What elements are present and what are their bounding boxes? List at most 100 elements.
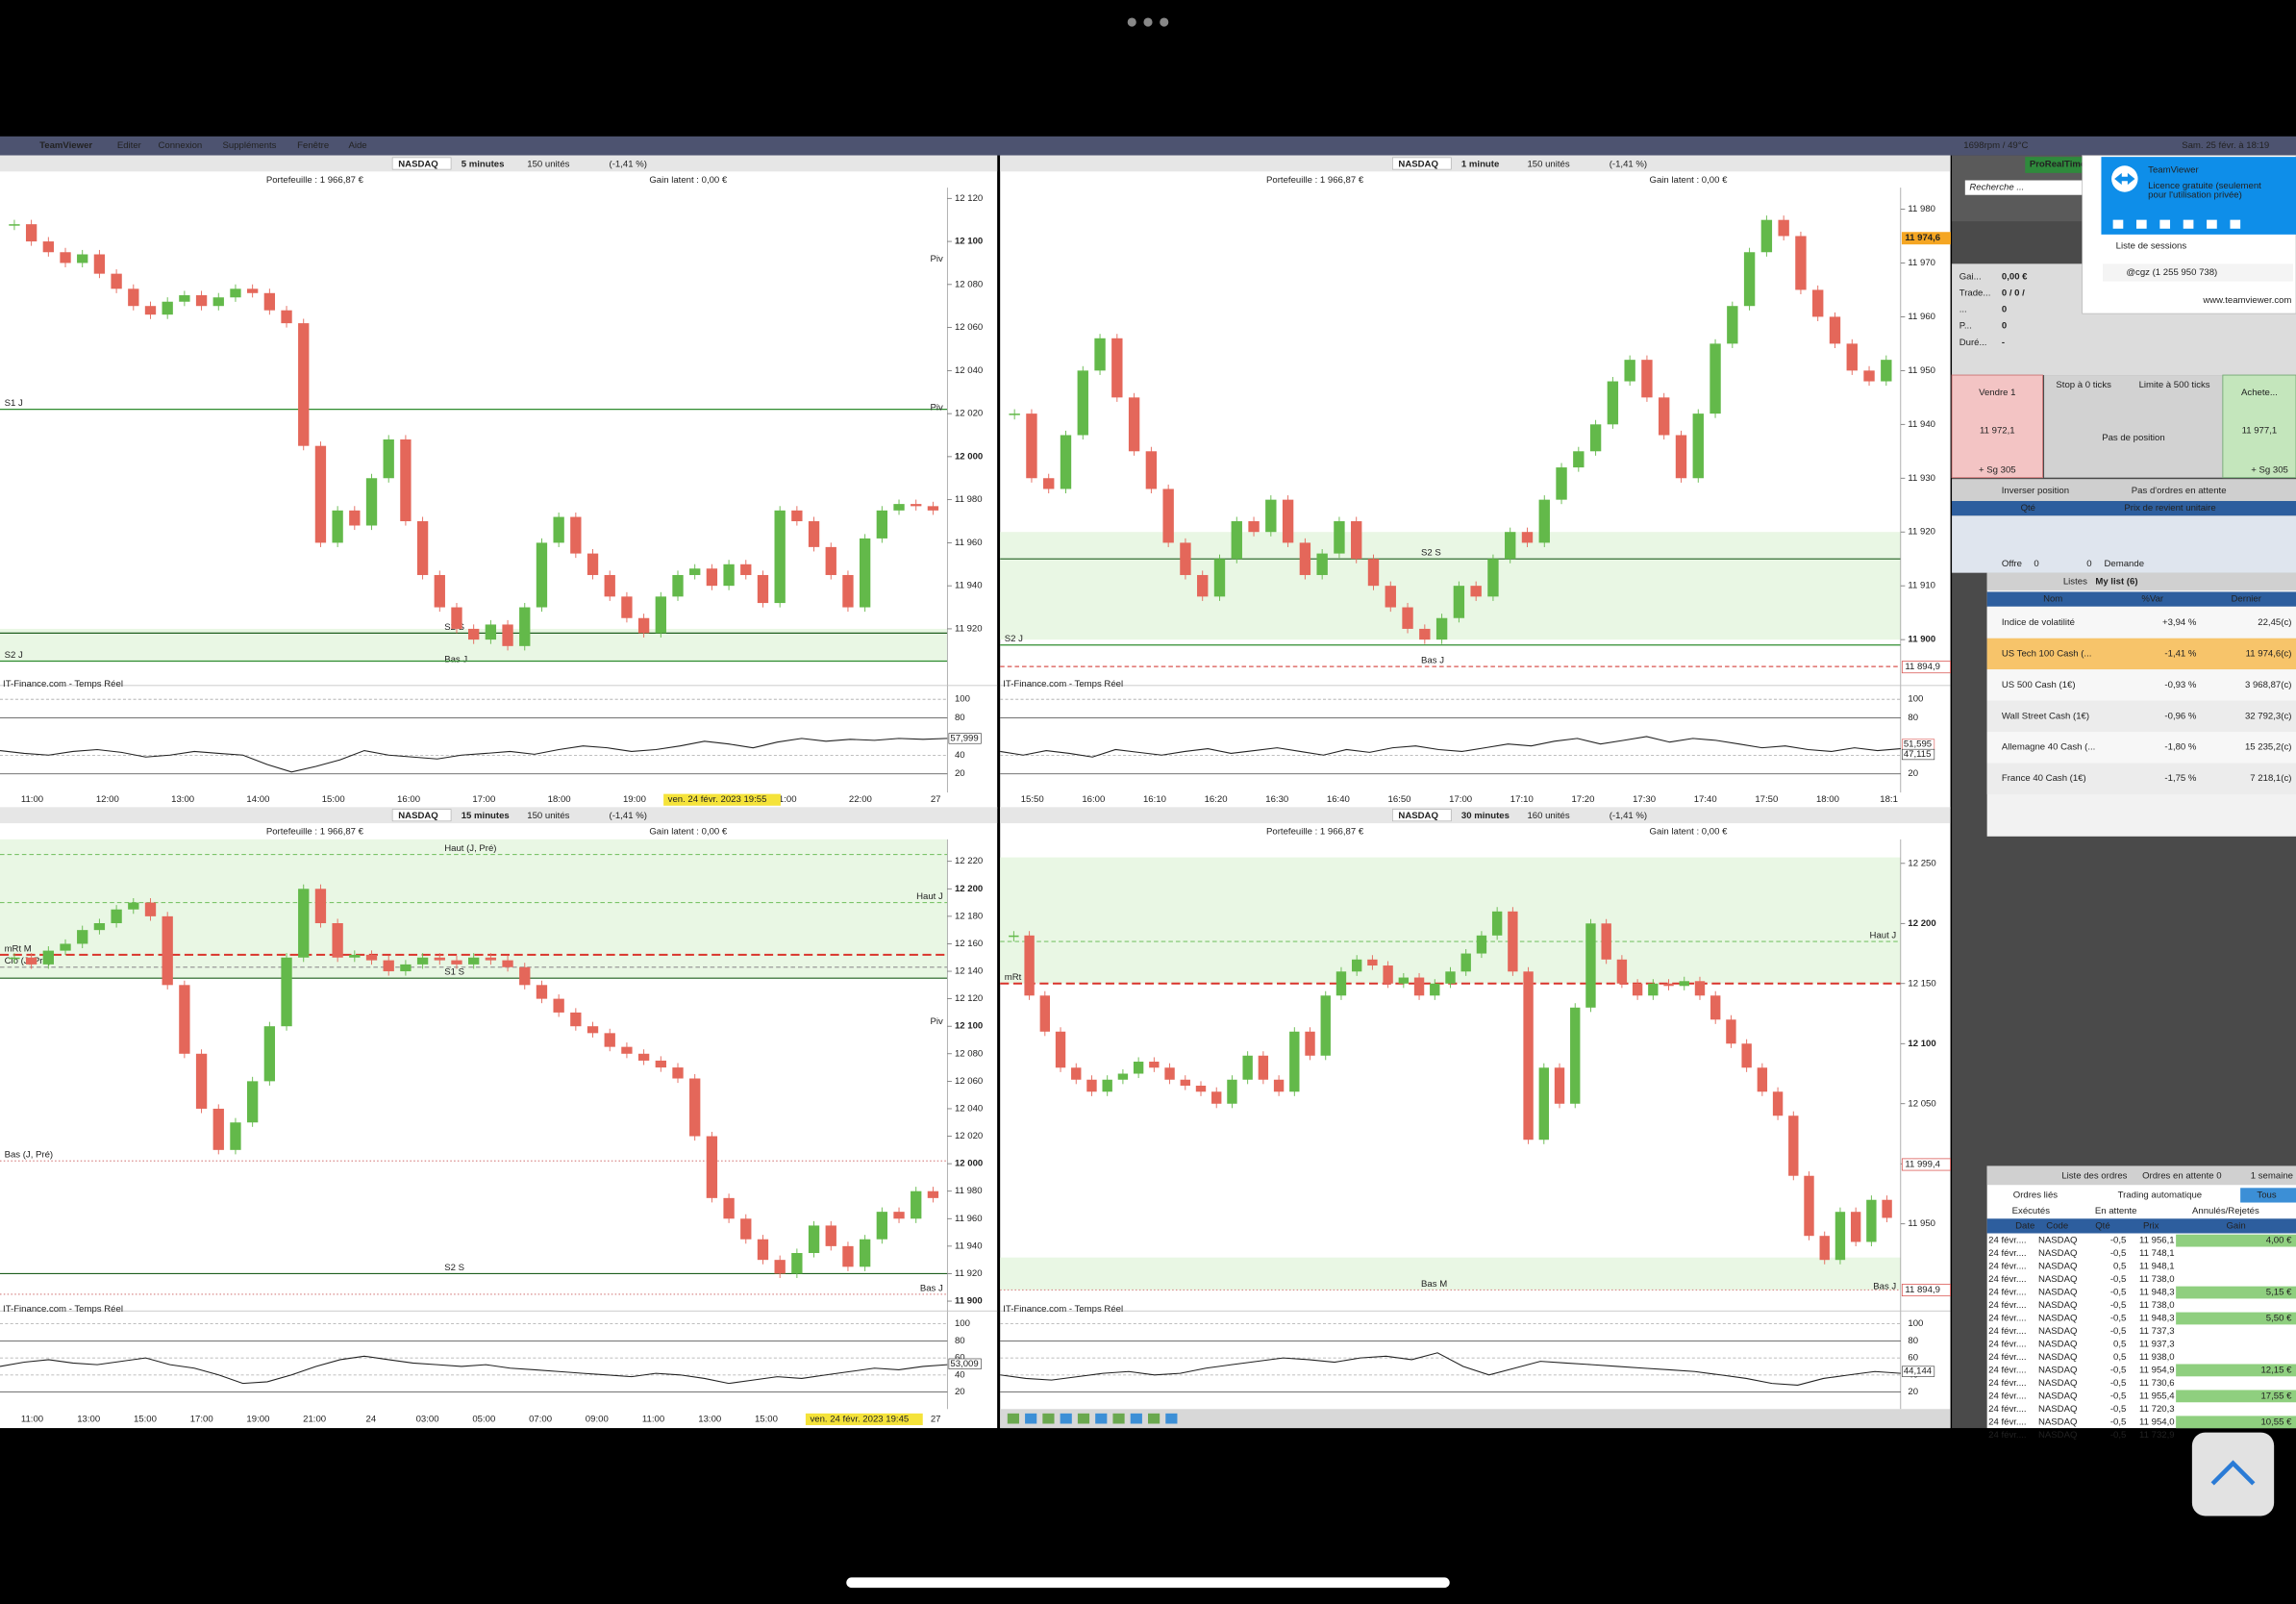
x-tick-label: 05:00	[472, 1414, 495, 1424]
tab[interactable]: Listes	[2063, 576, 2087, 587]
order-code: NASDAQ	[2038, 1339, 2077, 1349]
watchlist-row[interactable]	[1986, 607, 2296, 639]
gain: Gain latent : 0,00 €	[649, 827, 728, 838]
watchlist-row[interactable]	[1986, 732, 2296, 764]
search-field[interactable]: Recherche ...	[1969, 183, 2024, 193]
buy-button[interactable]	[2222, 374, 2296, 479]
units[interactable]: 160 unités	[1527, 811, 1569, 821]
column-header: Gain	[2226, 1220, 2245, 1231]
tab[interactable]: My list (6)	[2095, 576, 2137, 587]
subtab[interactable]: Ordres liés	[2013, 1190, 2059, 1200]
toolbar-icon	[1148, 1413, 1160, 1424]
units[interactable]: 150 unités	[527, 811, 569, 821]
license-text: Licence gratuite (seulement	[2148, 181, 2261, 191]
candle	[1351, 521, 1362, 560]
timeframe[interactable]: 1 minute	[1461, 159, 1499, 169]
x-tick-label: 12:00	[96, 794, 119, 805]
column-header: Nom	[2043, 594, 2062, 605]
units[interactable]: 150 unités	[1527, 159, 1569, 169]
menu-item[interactable]: Connexion	[158, 140, 202, 151]
toolbar-icon	[2159, 219, 2171, 229]
cursor-label-box	[805, 1413, 923, 1426]
y-tick-label: 11 920	[955, 1268, 983, 1279]
timeframe[interactable]: 5 minutes	[462, 159, 505, 169]
timeframe[interactable]: 30 minutes	[1461, 811, 1510, 821]
order-middle	[2044, 375, 2223, 478]
session-account[interactable]: @cgz (1 255 950 738)	[2126, 267, 2217, 278]
tab[interactable]: 1 semaine	[2251, 1171, 2293, 1182]
sessions-title: Liste de sessions	[2116, 241, 2187, 252]
buy-label: Achete...	[2241, 388, 2278, 398]
x-tick-label: 17:00	[472, 794, 495, 805]
filter[interactable]: Annulés/Rejetés	[2192, 1206, 2259, 1216]
x-tick-label: 17:00	[1449, 794, 1472, 805]
order-date: 24 févr....	[1988, 1288, 2026, 1298]
candle	[1211, 1091, 1222, 1104]
candle	[1265, 499, 1277, 533]
scroll-top-button[interactable]	[2191, 1432, 2275, 1516]
symbol-box	[391, 809, 452, 822]
info-label: P...	[1959, 321, 1972, 332]
order-code: NASDAQ	[2038, 1430, 2077, 1441]
gain-cell	[2176, 1364, 2296, 1377]
symbol[interactable]: NASDAQ	[1398, 811, 1438, 821]
candle	[1570, 1007, 1581, 1104]
sell-sg: + Sg 305	[1979, 465, 2016, 476]
candle	[1881, 360, 1892, 382]
candle	[1772, 1091, 1784, 1116]
limit-label: Limite à 500 ticks	[2139, 380, 2210, 390]
x-tick-label: 16:20	[1205, 794, 1228, 805]
menu-item[interactable]: Editer	[117, 140, 142, 151]
symbol[interactable]: NASDAQ	[398, 811, 438, 821]
order-code: NASDAQ	[2038, 1365, 2077, 1375]
y-tick-label: 12 100	[955, 237, 983, 247]
x-tick-label: 18:00	[1816, 794, 1839, 805]
change: +3,94 %	[2162, 617, 2197, 628]
subtab[interactable]: Tous	[2257, 1190, 2276, 1200]
watchlist-row[interactable]	[1986, 669, 2296, 701]
order-date: 24 févr....	[1988, 1326, 2026, 1337]
candle	[400, 439, 412, 522]
tab[interactable]: Liste des ordres	[2061, 1171, 2127, 1182]
sell-button[interactable]	[1951, 374, 2043, 479]
x-tick-label: 13:00	[171, 794, 194, 805]
timeframe[interactable]: 15 minutes	[462, 811, 510, 821]
order-code: NASDAQ	[2038, 1248, 2077, 1259]
order-qty: -0,5	[2110, 1365, 2127, 1375]
candle	[1320, 995, 1331, 1056]
watchlist-row[interactable]	[1986, 763, 2296, 794]
symbol[interactable]: NASDAQ	[398, 159, 438, 169]
menu-item[interactable]: Suppléments	[222, 140, 276, 151]
indicator-tick-label: 40	[955, 1369, 965, 1380]
units[interactable]: 150 unités	[527, 159, 569, 169]
candle	[859, 1239, 871, 1267]
teamviewer-logo-arrow	[2114, 172, 2135, 186]
change: -0,96 %	[2164, 711, 2196, 721]
candle	[93, 923, 106, 931]
filter[interactable]: Exécutés	[2012, 1206, 2051, 1216]
no-orders: Pas d'ordres en attente	[2132, 486, 2227, 496]
candle	[195, 295, 208, 307]
symbol[interactable]: NASDAQ	[1398, 159, 1438, 169]
candle	[111, 273, 122, 289]
menu-item[interactable]: Fenêtre	[297, 140, 329, 151]
candle	[1419, 628, 1431, 640]
candle	[672, 574, 684, 597]
filter[interactable]: En attente	[2095, 1206, 2137, 1216]
watchlist-row[interactable]	[1986, 700, 2296, 733]
tab[interactable]: Ordres en attente 0	[2142, 1171, 2222, 1182]
y-tick-label: 12 180	[955, 911, 983, 921]
info-label: Trade...	[1959, 288, 1991, 299]
watchlist-row[interactable]	[1986, 638, 2296, 670]
subtab[interactable]: Trading automatique	[2118, 1190, 2203, 1200]
reverse-button[interactable]: Inverser position	[2002, 486, 2069, 496]
candle	[859, 538, 871, 608]
candle	[502, 960, 513, 967]
menu-item[interactable]: TeamViewer	[39, 140, 92, 151]
x-tick-label: 17:00	[190, 1414, 213, 1424]
candle	[1094, 338, 1106, 371]
price-label-box	[1901, 232, 1951, 245]
candle	[1846, 343, 1858, 371]
menu-item[interactable]: Aide	[348, 140, 366, 151]
order-qty: -0,5	[2110, 1326, 2127, 1337]
